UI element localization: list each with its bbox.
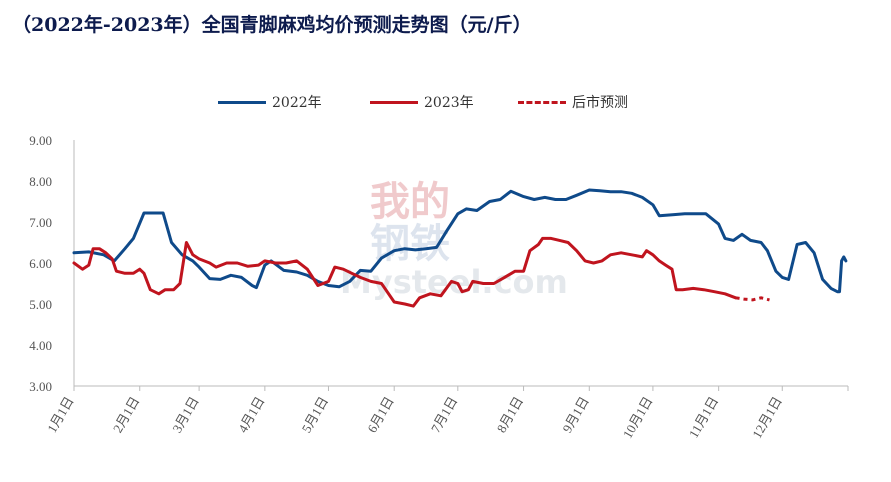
x-tick-label: 10月1日 (620, 394, 656, 441)
x-tick-label: 3月1日 (169, 394, 201, 435)
x-tick-label: 4月1日 (235, 394, 267, 435)
x-tick-label: 8月1日 (494, 394, 526, 435)
chart-title: （2022年-2023年）全国青脚麻鸡均价预测走势图（元/斤） (12, 14, 532, 36)
legend-item-3: 后市预测 (518, 92, 628, 112)
legend-label: 2022年 (272, 95, 322, 111)
y-tick-label: 7.00 (29, 215, 52, 230)
y-tick-label: 4.00 (29, 338, 52, 353)
x-tick-label: 1月1日 (44, 394, 76, 435)
legend-label: 后市预测 (572, 95, 628, 111)
legend-swatch (218, 100, 266, 104)
x-tick-label: 6月1日 (364, 394, 396, 435)
x-tick-label: 7月1日 (428, 394, 460, 435)
legend-swatch (518, 100, 566, 104)
watermark-cn-bottom: 钢铁 (370, 221, 450, 267)
y-tick-label: 9.00 (29, 133, 52, 148)
legend-item-2: 2023年 (370, 92, 474, 112)
x-tick-label: 12月1日 (749, 394, 785, 441)
watermark-logo: 我的 钢铁 Mysteel.com (340, 175, 570, 305)
y-tick-label: 6.00 (29, 256, 52, 271)
legend-swatch (370, 100, 418, 104)
series-line-1 (72, 188, 848, 294)
watermark-cn-top: 我的 (370, 179, 450, 225)
legend-item-1: 2022年 (218, 92, 322, 112)
legend: 2022年 2023年 后市预测 (0, 92, 891, 116)
y-tick-label: 5.00 (29, 297, 52, 312)
x-tick-label: 2月1日 (110, 394, 142, 435)
legend-label: 2023年 (424, 95, 474, 111)
series-line-2 (72, 236, 738, 308)
y-tick-label: 8.00 (29, 174, 52, 189)
x-tick-label: 9月1日 (559, 394, 591, 435)
series-line-3 (735, 296, 770, 302)
x-tick-label: 5月1日 (299, 394, 331, 435)
x-tick-label: 11月1日 (686, 394, 722, 440)
y-tick-label: 3.00 (29, 379, 52, 394)
